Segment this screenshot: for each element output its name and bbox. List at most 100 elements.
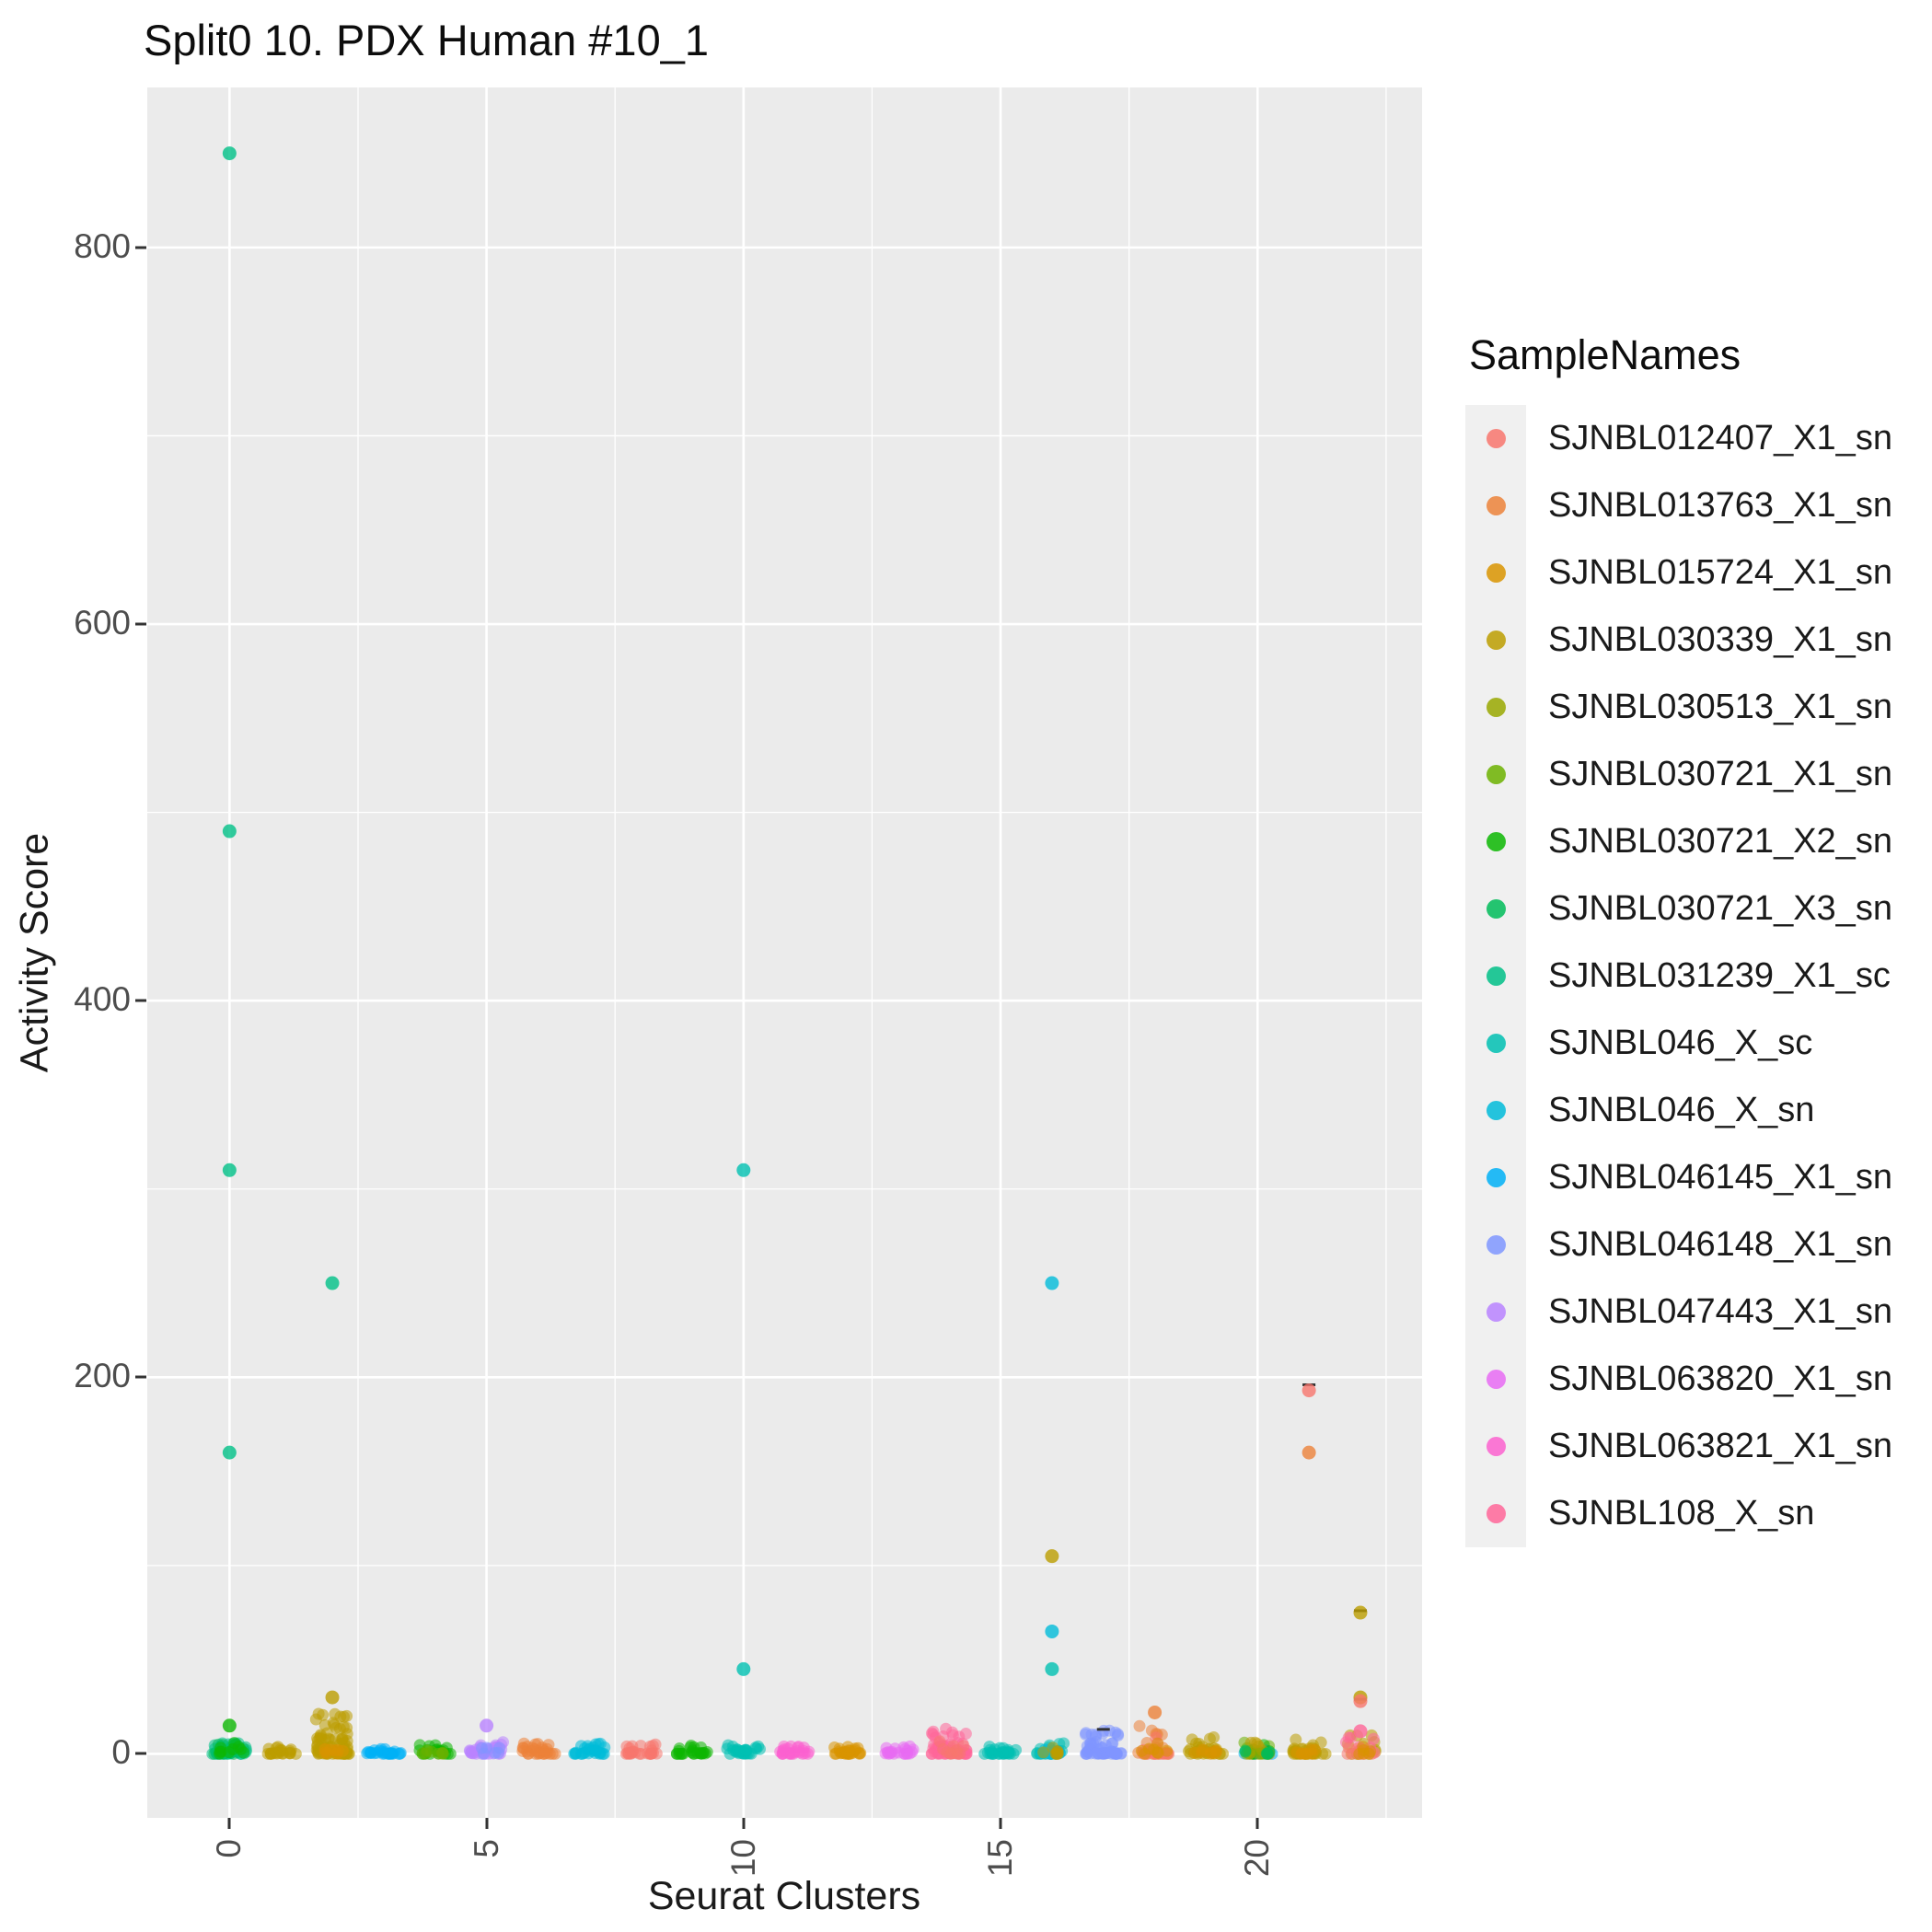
legend-key-dot <box>1486 698 1506 717</box>
legend-item-label: SJNBL031239_X1_sc <box>1548 956 1891 995</box>
data-point <box>1037 1746 1050 1759</box>
y-tick-mark <box>135 999 146 1002</box>
legend-key <box>1465 808 1526 875</box>
legend-item: SJNBL046148_X1_sn <box>1465 1211 1926 1278</box>
data-point <box>1089 1747 1102 1760</box>
legend-key-dot <box>1486 496 1506 515</box>
data-point <box>529 1747 542 1760</box>
legend-item-label: SJNBL046_X_sn <box>1548 1091 1815 1129</box>
legend-item: SJNBL108_X_sn <box>1465 1480 1926 1547</box>
data-point <box>320 1727 333 1740</box>
legend-key-dot <box>1486 631 1506 650</box>
data-point <box>673 1747 686 1760</box>
data-point <box>593 1746 606 1759</box>
outlier-point <box>1301 1383 1316 1398</box>
legend-key <box>1465 539 1526 607</box>
legend-item-label: SJNBL030339_X1_sn <box>1548 620 1892 659</box>
x-tick-mark <box>742 1818 746 1829</box>
data-point <box>1290 1733 1302 1746</box>
legend-item: SJNBL013763_X1_sn <box>1465 472 1926 539</box>
legend-item: SJNBL012407_X1_sn <box>1465 405 1926 472</box>
legend-item: SJNBL046_X_sc <box>1465 1010 1926 1077</box>
legend-item: SJNBL046_X_sn <box>1465 1077 1926 1144</box>
outlier-point <box>1045 1624 1059 1638</box>
outlier-point <box>1045 1661 1059 1676</box>
data-point <box>577 1747 590 1760</box>
legend-item-label: SJNBL012407_X1_sn <box>1548 419 1892 457</box>
legend-key-dot <box>1486 1034 1506 1053</box>
x-tick-label: 15 <box>981 1839 1020 1878</box>
x-axis-title: Seurat Clusters <box>647 1874 921 1918</box>
legend-item: SJNBL030721_X3_sn <box>1465 875 1926 943</box>
legend-item: SJNBL015724_X1_sn <box>1465 539 1926 607</box>
legend-item: SJNBL047443_X1_sn <box>1465 1278 1926 1346</box>
data-point <box>644 1747 657 1760</box>
data-point <box>634 1747 647 1760</box>
data-point <box>309 1713 322 1726</box>
legend-key <box>1465 1077 1526 1144</box>
data-point <box>376 1746 388 1759</box>
outlier-point <box>736 1163 751 1177</box>
outlier-point <box>480 1718 494 1733</box>
legend-item: SJNBL030721_X1_sn <box>1465 741 1926 808</box>
data-point <box>223 1746 236 1759</box>
legend-key <box>1465 1480 1526 1547</box>
legend-item-label: SJNBL046145_X1_sn <box>1548 1158 1892 1197</box>
x-tick-mark <box>1255 1818 1259 1829</box>
data-point <box>432 1747 445 1760</box>
data-point <box>388 1745 401 1758</box>
data-point <box>1105 1745 1118 1758</box>
outlier-point <box>325 1276 340 1290</box>
legend-item-label: SJNBL015724_X1_sn <box>1548 553 1892 592</box>
data-point <box>937 1742 950 1755</box>
data-point <box>341 1709 353 1722</box>
x-tick-label: 5 <box>467 1839 505 1858</box>
data-point <box>1263 1746 1276 1759</box>
data-point <box>1239 1745 1252 1758</box>
data-point <box>1080 1747 1093 1760</box>
legend-key-dot <box>1486 899 1506 919</box>
data-point <box>888 1742 901 1755</box>
data-point <box>1203 1732 1216 1745</box>
legend: SampleNames SJNBL012407_X1_sn SJNBL013763… <box>1465 331 1926 1547</box>
legend-item-label: SJNBL108_X_sn <box>1548 1494 1815 1533</box>
legend-item: SJNBL030721_X2_sn <box>1465 808 1926 875</box>
outlier-point <box>1301 1445 1316 1460</box>
legend-item-label: SJNBL030721_X2_sn <box>1548 822 1892 861</box>
data-point <box>1197 1743 1209 1756</box>
legend-key <box>1465 875 1526 943</box>
legend-key <box>1465 405 1526 472</box>
data-point <box>335 1732 348 1745</box>
data-point <box>778 1740 791 1753</box>
data-point <box>1358 1747 1371 1760</box>
data-point <box>270 1746 283 1759</box>
data-point <box>1151 1746 1164 1759</box>
legend-key-dot <box>1486 1235 1506 1255</box>
x-tick-mark <box>999 1818 1002 1829</box>
legend-items: SJNBL012407_X1_sn SJNBL013763_X1_sn SJNBL0… <box>1465 405 1926 1547</box>
legend-key-dot <box>1486 1168 1506 1187</box>
data-point <box>214 1747 226 1760</box>
data-point <box>477 1747 490 1760</box>
legend-item-label: SJNBL030721_X1_sn <box>1548 755 1892 793</box>
data-point <box>1305 1747 1318 1760</box>
data-point <box>594 1737 607 1750</box>
outlier-point <box>222 146 237 161</box>
legend-item-label: SJNBL063821_X1_sn <box>1548 1427 1892 1465</box>
legend-key-dot <box>1486 1302 1506 1322</box>
legend-key <box>1465 1211 1526 1278</box>
y-tick-label: 600 <box>74 604 131 642</box>
x-tick-mark <box>485 1818 489 1829</box>
data-point <box>1249 1736 1262 1749</box>
y-tick-mark <box>135 246 146 249</box>
y-tick-label: 0 <box>111 1733 131 1772</box>
legend-key-dot <box>1486 1101 1506 1120</box>
legend-key <box>1465 674 1526 741</box>
outlier-point <box>1148 1705 1163 1719</box>
legend-key-dot <box>1486 765 1506 784</box>
legend-key-dot <box>1486 1504 1506 1523</box>
legend-item-label: SJNBL030721_X3_sn <box>1548 889 1892 928</box>
legend-key <box>1465 607 1526 674</box>
legend-item: SJNBL030339_X1_sn <box>1465 607 1926 674</box>
